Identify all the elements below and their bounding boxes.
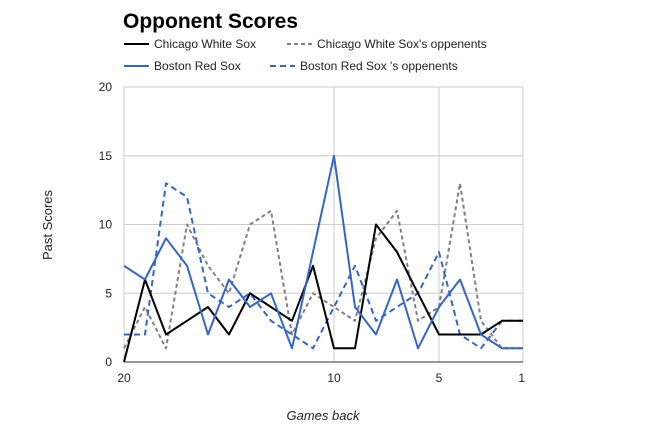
legend-label: Chicago White Sox's oppenents (317, 37, 487, 51)
x-axis-title: Games back (287, 408, 361, 423)
y-tick-label: 0 (105, 355, 112, 369)
x-tick-label: 5 (436, 371, 443, 385)
legend-label: Boston Red Sox 's oppenents (300, 59, 458, 73)
y-axis-title: Past Scores (40, 189, 55, 260)
y-tick-label: 20 (99, 80, 113, 94)
legend-label: Boston Red Sox (154, 59, 241, 73)
x-tick-label: 20 (117, 371, 131, 385)
series-line-2 (123, 154, 523, 350)
series-line-0 (123, 223, 523, 363)
y-tick-label: 5 (105, 286, 112, 300)
plot-series (123, 154, 523, 363)
x-tick-label: 1 (518, 371, 525, 385)
grid-lines (123, 86, 524, 363)
legend: Chicago White Sox Chicago White Sox's opp… (124, 37, 487, 73)
x-axis-ticks: 20 10 5 1 (117, 371, 525, 385)
y-tick-label: 15 (99, 149, 113, 163)
legend-label: Chicago White Sox (154, 37, 256, 51)
chart-title: Opponent Scores (123, 10, 298, 33)
series-line-3 (124, 182, 523, 350)
x-tick-label: 10 (327, 371, 341, 385)
y-tick-label: 10 (99, 218, 113, 232)
y-axis-ticks: 0 5 10 15 20 (99, 80, 113, 369)
series-line-1 (123, 182, 523, 350)
